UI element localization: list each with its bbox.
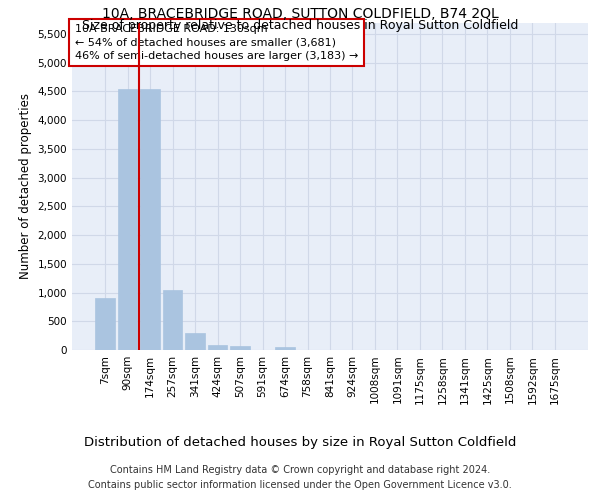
Text: Distribution of detached houses by size in Royal Sutton Coldfield: Distribution of detached houses by size …	[84, 436, 516, 449]
Bar	[163, 290, 182, 350]
Bar	[208, 345, 227, 350]
Bar	[140, 88, 160, 350]
Bar	[95, 298, 115, 350]
Text: 10A BRACEBRIDGE ROAD: 130sqm
← 54% of detached houses are smaller (3,681)
46% of: 10A BRACEBRIDGE ROAD: 130sqm ← 54% of de…	[74, 24, 358, 60]
Text: Contains HM Land Registry data © Crown copyright and database right 2024.: Contains HM Land Registry data © Crown c…	[110, 465, 490, 475]
Bar	[230, 346, 250, 350]
Text: 10A, BRACEBRIDGE ROAD, SUTTON COLDFIELD, B74 2QL: 10A, BRACEBRIDGE ROAD, SUTTON COLDFIELD,…	[101, 8, 499, 22]
Bar	[275, 347, 295, 350]
Text: Contains public sector information licensed under the Open Government Licence v3: Contains public sector information licen…	[88, 480, 512, 490]
Bar	[118, 88, 137, 350]
Y-axis label: Number of detached properties: Number of detached properties	[19, 93, 32, 279]
Bar	[185, 333, 205, 350]
Text: Size of property relative to detached houses in Royal Sutton Coldfield: Size of property relative to detached ho…	[82, 18, 518, 32]
